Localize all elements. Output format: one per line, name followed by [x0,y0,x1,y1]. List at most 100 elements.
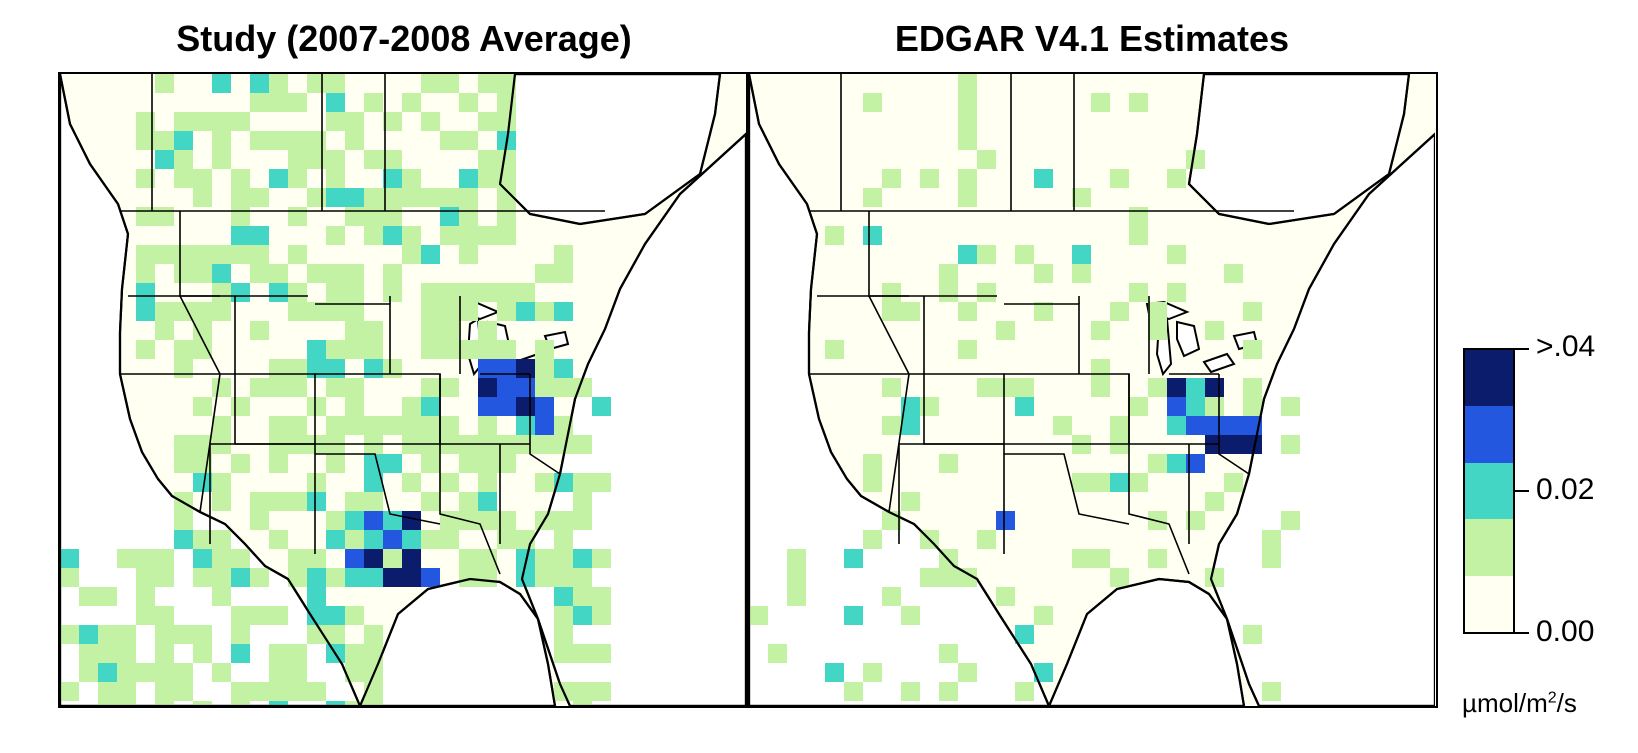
grid-cell [326,226,345,245]
grid-cell [958,169,977,188]
grid-cell [326,530,345,549]
grid-cell [1148,321,1167,340]
grid-cell [364,321,383,340]
grid-cell [1243,435,1262,454]
grid-cell [440,378,459,397]
grid-cell [863,188,882,207]
grid-cell [787,549,806,568]
grid-cell [231,701,250,706]
grid-cell [958,340,977,359]
coastline [358,577,557,706]
grid-cell [307,264,326,283]
grid-cell [269,492,288,511]
grid-cell [1015,682,1034,701]
grid-cell [117,549,136,568]
grid-cell [174,359,193,378]
grid-cell [345,663,364,682]
grid-cell [250,74,269,93]
grid-cell [478,226,497,245]
grid-cell [535,359,554,378]
grid-cell [478,74,497,93]
grid-cell [269,663,288,682]
grid-cell [554,606,573,625]
grid-cell [174,245,193,264]
grid-cell [1224,473,1243,492]
grid-cell [193,549,212,568]
grid-cell [535,264,554,283]
grid-cell [440,226,459,245]
grid-cell [288,207,307,226]
grid-cell [98,682,117,701]
grid-cell [1129,93,1148,112]
grid-cell [307,302,326,321]
grid-cell [212,245,231,264]
grid-cell [497,150,516,169]
grid-cell [1186,378,1205,397]
grid-cell [231,682,250,701]
grid-cell [288,416,307,435]
grid-cell [212,492,231,511]
grid-cell [136,549,155,568]
grid-cell [326,606,345,625]
grid-cell [592,606,611,625]
grid-cell [440,473,459,492]
grid-cell [345,321,364,340]
grid-cell [497,511,516,530]
grid-cell [1281,435,1300,454]
grid-cell [326,150,345,169]
grid-cell [364,150,383,169]
grid-cell [98,663,117,682]
grid-cell [345,549,364,568]
grid-cell [307,188,326,207]
grid-cell [364,511,383,530]
grid-cell [497,340,516,359]
grid-cell [307,131,326,150]
grid-cell [516,359,535,378]
grid-cell [383,359,402,378]
grid-cell [421,188,440,207]
grid-cell [193,625,212,644]
grid-cell [326,701,345,706]
grid-cell [383,568,402,587]
grid-cell [516,549,535,568]
grid-cell [478,169,497,188]
grid-cell [421,283,440,302]
grid-cell [996,378,1015,397]
grid-cell [174,435,193,454]
grid-cell [516,416,535,435]
grid-cell [269,416,288,435]
grid-cell [269,606,288,625]
color-legend-bar [1463,348,1515,634]
grid-cell [231,454,250,473]
grid-cell [440,511,459,530]
grid-cell [231,188,250,207]
grid-cell [193,302,212,321]
grid-cell [592,644,611,663]
grid-cell [421,112,440,131]
grid-cell [155,302,174,321]
grid-cell [383,549,402,568]
grid-cell [1148,302,1167,321]
grid-cell [459,93,478,112]
grid-cell [421,454,440,473]
grid-cell [573,511,592,530]
grid-cell [193,435,212,454]
grid-cell [174,169,193,188]
grid-cell [269,74,288,93]
grid-cell [421,321,440,340]
grid-cell [326,625,345,644]
grid-cell [79,625,98,644]
grid-cell [1034,606,1053,625]
grid-cell [345,207,364,226]
grid-cell [269,131,288,150]
grid-cell [440,530,459,549]
grid-cell [939,283,958,302]
grid-cell [402,416,421,435]
grid-cell [326,454,345,473]
grid-cell [1243,625,1262,644]
grid-cell [958,302,977,321]
grid-cell [901,416,920,435]
grid-cell [901,492,920,511]
grid-cell [844,549,863,568]
grid-cell [920,568,939,587]
